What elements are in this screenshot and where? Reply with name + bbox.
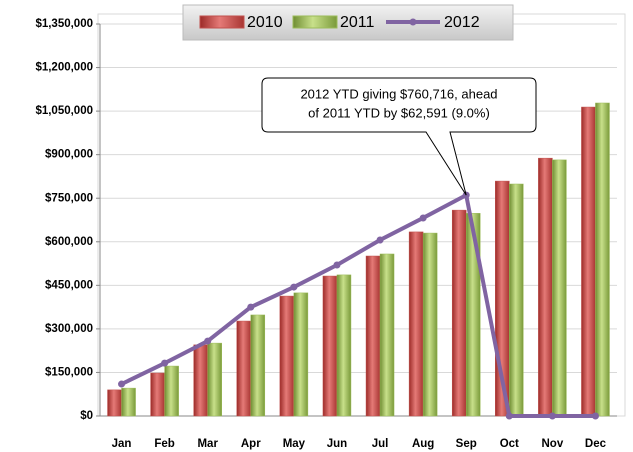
bar: [408, 231, 424, 417]
bar: [552, 159, 567, 417]
bar: [207, 342, 222, 417]
x-tick-label: Jun: [327, 438, 347, 450]
bar: [150, 372, 165, 417]
legend-marker: [409, 18, 417, 26]
line: [120, 193, 596, 418]
y-tick-label: $900,000: [45, 149, 93, 161]
line-marker: [247, 303, 255, 311]
line-marker: [376, 236, 384, 244]
bar: [293, 292, 309, 417]
x-tick-label: Sep: [456, 438, 477, 450]
bar: [279, 295, 295, 417]
line-marker: [118, 380, 126, 388]
bar: [107, 389, 122, 417]
bar: [595, 102, 610, 417]
legend-label: 2012: [444, 14, 480, 31]
bar: [322, 275, 338, 417]
bar: [365, 255, 381, 417]
bar: [465, 213, 481, 417]
bar: [538, 157, 553, 417]
line-marker: [204, 337, 212, 345]
line-marker: [290, 283, 298, 291]
x-tick-label: Dec: [585, 438, 607, 450]
bar: [121, 387, 136, 417]
bar: [164, 365, 179, 417]
legend-item: 2010: [199, 14, 283, 31]
bar: [193, 344, 208, 417]
line-marker: [161, 359, 169, 367]
y-tick-label: $0: [80, 410, 93, 422]
callout: [261, 77, 537, 196]
y-tick-label: $1,200,000: [35, 62, 93, 74]
x-tick-label: Jan: [112, 438, 132, 450]
bar: [379, 253, 395, 417]
bar: [422, 232, 438, 417]
bar: [336, 274, 352, 417]
legend-item: 2012: [386, 14, 480, 31]
x-tick-label: Oct: [500, 438, 519, 450]
bar: [236, 320, 252, 417]
x-tick-label: Jul: [372, 438, 389, 450]
y-tick-label: $600,000: [45, 236, 93, 248]
y-tick-label: $1,350,000: [35, 18, 93, 30]
x-tick-label: Feb: [154, 438, 174, 450]
line-marker: [419, 214, 427, 222]
line-marker: [591, 412, 599, 420]
x-tick-label: May: [283, 438, 306, 450]
bar: [509, 183, 524, 417]
legend-label: 2011: [340, 14, 375, 31]
x-tick-label: Mar: [197, 438, 218, 450]
bar: [581, 106, 596, 417]
annotation-text: 2012 YTD giving $760,716, ahead: [300, 86, 497, 101]
y-tick-label: $750,000: [45, 192, 93, 204]
y-tick-label: $450,000: [45, 279, 93, 291]
annotation-text: of 2011 YTD by $62,591 (9.0%): [308, 105, 490, 120]
y-tick-label: $150,000: [45, 366, 93, 378]
bar: [451, 209, 467, 417]
y-tick-label: $1,050,000: [35, 105, 93, 117]
legend-label: 2010: [247, 14, 283, 31]
x-tick-label: Apr: [241, 438, 261, 450]
legend-swatch: [199, 15, 245, 29]
line-marker: [505, 412, 513, 420]
x-tick-label: Nov: [542, 438, 564, 450]
legend-item: 2011: [292, 14, 375, 31]
y-tick-label: $300,000: [45, 323, 93, 335]
x-tick-label: Aug: [412, 438, 434, 450]
bar: [250, 314, 266, 417]
line-marker: [333, 261, 341, 269]
line-marker: [548, 412, 556, 420]
legend-swatch: [292, 15, 338, 29]
